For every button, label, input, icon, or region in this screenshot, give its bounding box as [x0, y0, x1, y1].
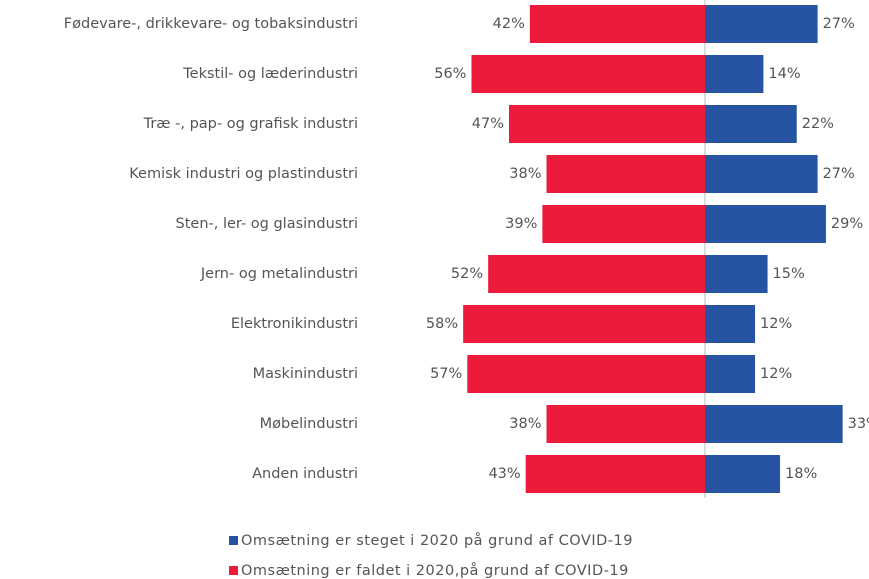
- bar: [529, 5, 705, 43]
- value-label: 38%: [509, 166, 541, 182]
- category-label: Møbelindustri: [260, 416, 358, 432]
- legend-swatch: [229, 566, 238, 575]
- value-label: 27%: [823, 166, 855, 182]
- value-label: 58%: [426, 316, 458, 332]
- bar: [705, 405, 843, 443]
- value-label: 42%: [493, 16, 525, 32]
- legend-swatch: [229, 536, 238, 545]
- value-label: 29%: [831, 216, 863, 232]
- bar: [705, 455, 781, 493]
- value-label: 39%: [505, 216, 537, 232]
- value-label: 12%: [760, 366, 792, 382]
- category-label: Maskinindustri: [253, 366, 358, 382]
- value-label: 33%: [848, 416, 869, 432]
- value-label: 12%: [760, 316, 792, 332]
- value-label: 38%: [509, 416, 541, 432]
- bar: [471, 55, 705, 93]
- category-label: Jern- og metalindustri: [200, 266, 358, 282]
- value-label: 22%: [802, 116, 834, 132]
- bar: [705, 255, 768, 293]
- bar: [705, 155, 818, 193]
- bar: [467, 355, 705, 393]
- value-label: 57%: [430, 366, 462, 382]
- value-label: 14%: [768, 66, 800, 82]
- bar: [546, 405, 705, 443]
- category-label: Træ -, pap- og grafisk industri: [143, 116, 358, 132]
- value-label: 56%: [434, 66, 466, 82]
- bar: [705, 205, 826, 243]
- category-label: Kemisk industri og plastindustri: [129, 166, 358, 182]
- category-label: Anden industri: [252, 466, 358, 482]
- bar: [705, 55, 764, 93]
- value-label: 18%: [785, 466, 817, 482]
- bar: [542, 205, 705, 243]
- legend-label: Omsætning er faldet i 2020,på grund af C…: [241, 562, 629, 579]
- bar: [488, 255, 705, 293]
- bar: [546, 155, 705, 193]
- value-label: 27%: [823, 16, 855, 32]
- bar: [525, 455, 705, 493]
- value-label: 52%: [451, 266, 483, 282]
- category-label: Tekstil- og læderindustri: [182, 66, 358, 82]
- category-label: Sten-, ler- og glasindustri: [176, 216, 358, 232]
- legend-label: Omsætning er steget i 2020 på grund af C…: [241, 532, 633, 549]
- bar: [705, 355, 756, 393]
- bar: [705, 305, 756, 343]
- value-label: 43%: [488, 466, 520, 482]
- bar: [463, 305, 705, 343]
- category-label: Fødevare-, drikkevare- og tobaksindustri: [64, 16, 358, 32]
- bar: [705, 5, 818, 43]
- value-label: 15%: [773, 266, 805, 282]
- category-label: Elektronikindustri: [231, 316, 358, 332]
- bar: [509, 105, 705, 143]
- value-label: 47%: [472, 116, 504, 132]
- bar: [705, 105, 797, 143]
